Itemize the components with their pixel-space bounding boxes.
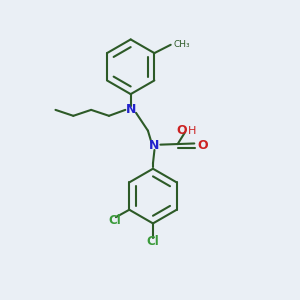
Text: N: N bbox=[149, 139, 160, 152]
Text: Cl: Cl bbox=[147, 235, 159, 248]
Text: H: H bbox=[188, 126, 196, 136]
Text: N: N bbox=[125, 103, 136, 116]
Text: Cl: Cl bbox=[108, 214, 121, 227]
Text: O: O bbox=[177, 124, 188, 137]
Text: CH₃: CH₃ bbox=[173, 40, 190, 49]
Text: O: O bbox=[198, 139, 208, 152]
